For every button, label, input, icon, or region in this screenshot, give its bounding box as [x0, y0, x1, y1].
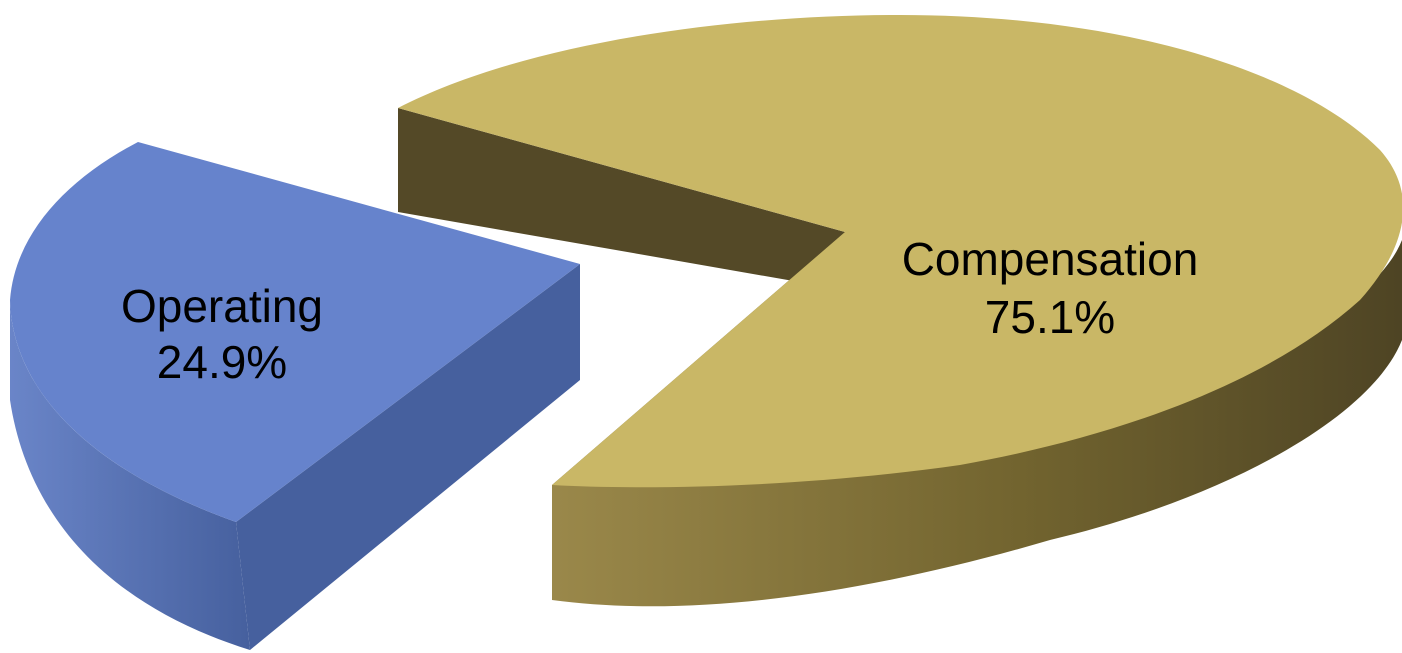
slice-compensation-value: 75.1%: [985, 291, 1115, 343]
slice-operating-cut-wall: [236, 264, 580, 650]
slice-compensation-top: [398, 15, 1402, 488]
slice-compensation-inner-wall: [398, 108, 845, 290]
slice-compensation-side: [552, 240, 1402, 607]
slice-operating-side: [10, 300, 250, 650]
slice-compensation-label: Compensation: [902, 233, 1199, 285]
slice-operating-top: [10, 142, 580, 522]
slice-operating-label: Operating: [121, 280, 323, 332]
slice-compensation: [398, 15, 1402, 607]
slice-operating-value: 24.9%: [157, 336, 287, 388]
slice-operating: [10, 142, 580, 650]
